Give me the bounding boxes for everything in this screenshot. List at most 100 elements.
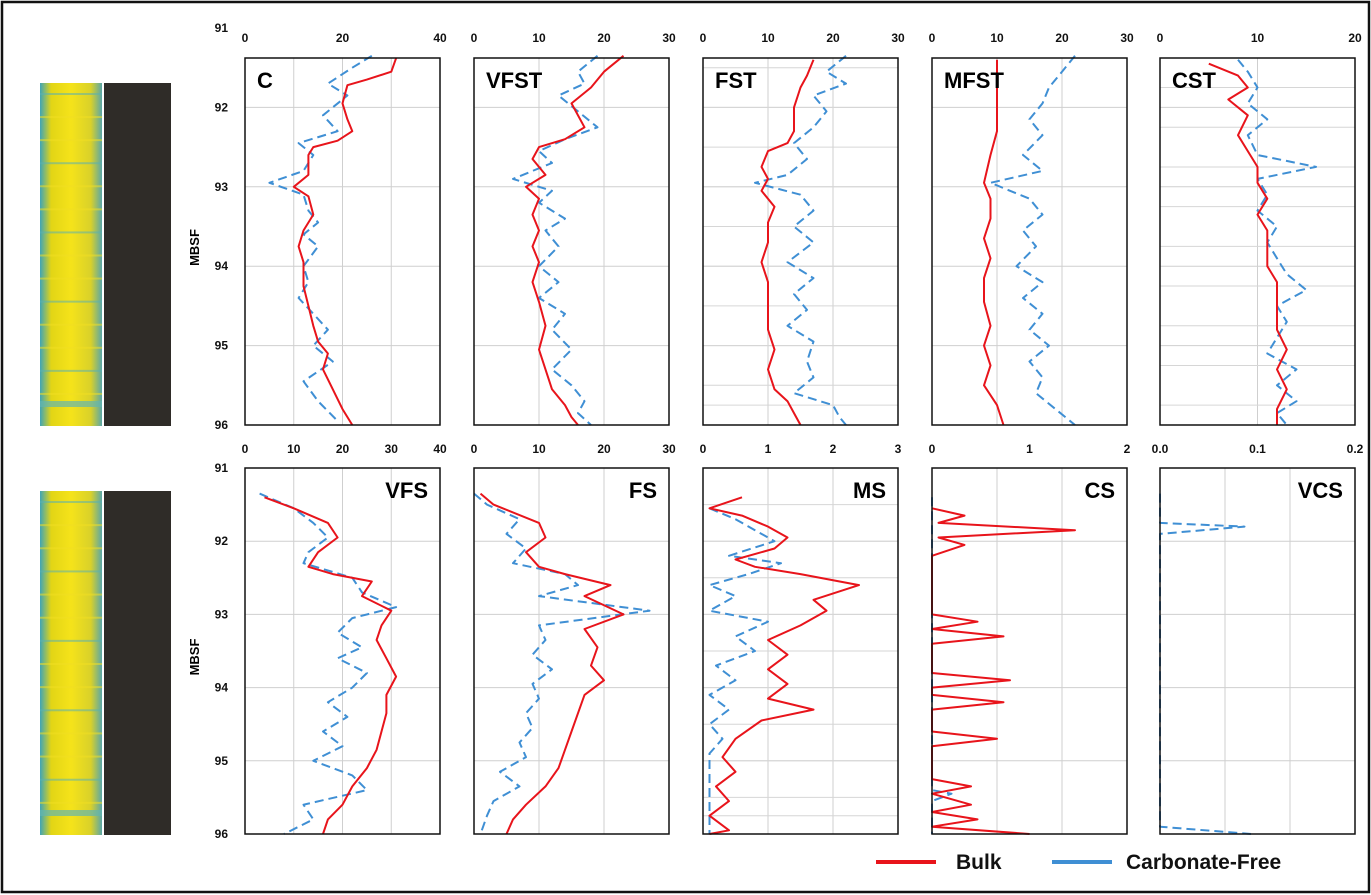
core-band xyxy=(40,346,102,349)
y-tick-label: 91 xyxy=(215,461,229,475)
core-band xyxy=(40,93,102,95)
series-bulk xyxy=(525,55,625,426)
x-tick-label: 10 xyxy=(761,31,775,45)
x-tick-label: 3 xyxy=(895,442,902,456)
x-tick-label: 20 xyxy=(597,442,611,456)
panel-vfst: VFST 0 10 20 30 xyxy=(471,31,676,426)
core-band xyxy=(40,369,102,372)
core-band xyxy=(40,323,102,326)
y-tick-label: 91 xyxy=(215,21,229,35)
y-tick-label: 93 xyxy=(215,180,229,194)
y-tick-label: 95 xyxy=(215,754,229,768)
x-tick-label: 0 xyxy=(471,31,478,45)
core-band xyxy=(40,570,102,573)
panel-background xyxy=(474,468,669,834)
y-tick-label: 96 xyxy=(215,827,229,841)
legend-label-bulk: Bulk xyxy=(956,851,1002,874)
panel-background xyxy=(932,468,1127,834)
series-bulk xyxy=(1208,62,1288,425)
x-tick-label: 20 xyxy=(336,442,350,456)
x-tick-label: 2 xyxy=(830,442,837,456)
core-band xyxy=(40,231,102,234)
core-band xyxy=(40,277,102,280)
series-carbonate-free xyxy=(259,492,398,835)
panel-border xyxy=(931,57,1128,426)
x-tick-label: 20 xyxy=(826,31,840,45)
panel-background xyxy=(1160,468,1355,834)
core-band xyxy=(40,116,102,119)
series-bulk xyxy=(760,59,815,426)
y-tick-label: 95 xyxy=(215,339,229,353)
y-tick-label: 92 xyxy=(215,100,229,114)
panel-c: C 0 20 40 xyxy=(242,31,447,426)
core-band xyxy=(40,208,102,211)
core-band xyxy=(40,401,102,407)
panel-border xyxy=(702,57,899,426)
y-tick-label: 94 xyxy=(215,259,229,273)
y-tick-label: 96 xyxy=(215,418,229,432)
core-band xyxy=(40,709,102,712)
panel-background xyxy=(474,58,669,425)
core-band xyxy=(40,755,102,758)
panel-fs: FS xyxy=(473,467,670,835)
panel-title: FST xyxy=(715,68,757,93)
x-tick-label: 10 xyxy=(532,442,546,456)
core-band xyxy=(40,524,102,527)
y-axis-label: MBSF xyxy=(187,229,202,266)
y-tick-label: 94 xyxy=(215,681,229,695)
series-bulk xyxy=(264,496,398,835)
panel-vcs: VCS xyxy=(1159,467,1356,835)
panel-cs: CS xyxy=(931,467,1128,835)
core-band xyxy=(40,801,102,804)
series-bulk xyxy=(708,496,860,835)
core-band xyxy=(40,300,102,303)
panel-title: VFS xyxy=(385,478,428,503)
panel-title: MS xyxy=(853,478,886,503)
panel-background xyxy=(932,58,1127,425)
panel-ms: MS xyxy=(702,467,899,835)
panel-fst: FST 0 10 20 30 xyxy=(700,31,905,426)
panel-title: CST xyxy=(1172,68,1217,93)
series-carbonate-free xyxy=(708,507,782,834)
panel-title: FS xyxy=(629,478,657,503)
x-tick-label: 0.2 xyxy=(1347,442,1364,456)
panel-title: VFST xyxy=(486,68,543,93)
x-tick-label: 0 xyxy=(700,31,707,45)
series-carbonate-free xyxy=(1159,493,1252,835)
panel-border xyxy=(244,467,441,835)
core-band xyxy=(40,593,102,596)
x-tick-label: 30 xyxy=(1120,31,1134,45)
y-tick-label: 92 xyxy=(215,534,229,548)
x-tick-label: 20 xyxy=(1348,31,1362,45)
x-tick-label: 10 xyxy=(532,31,546,45)
x-tick-label: 0 xyxy=(929,31,936,45)
x-tick-label: 0 xyxy=(1157,31,1164,45)
x-tick-label: 30 xyxy=(385,442,399,456)
x-tick-label: 20 xyxy=(597,31,611,45)
series-carbonate-free xyxy=(754,55,847,426)
core-band xyxy=(40,162,102,165)
panel-title: C xyxy=(257,68,273,93)
core-band xyxy=(40,139,102,142)
core-band xyxy=(40,547,102,550)
series-bulk xyxy=(479,492,625,835)
core-photo-1 xyxy=(104,491,171,835)
x-tick-label: 30 xyxy=(662,31,676,45)
legend-label-carbonate-free: Carbonate-Free xyxy=(1126,851,1281,874)
core-band xyxy=(40,392,102,395)
x-tick-label: 30 xyxy=(891,31,905,45)
x-tick-label: 0 xyxy=(471,442,478,456)
panel-border xyxy=(473,57,670,426)
x-tick-label: 0 xyxy=(929,442,936,456)
core-band xyxy=(40,778,102,781)
core-band xyxy=(40,639,102,642)
panel-cst: CST 0 10 20 xyxy=(1157,31,1362,426)
series-bulk xyxy=(292,57,398,426)
panel-border xyxy=(702,467,899,835)
x-tick-label: 10 xyxy=(990,31,1004,45)
series-carbonate-free xyxy=(268,54,373,422)
core-photo-0 xyxy=(104,83,171,426)
x-tick-label: 20 xyxy=(336,31,350,45)
